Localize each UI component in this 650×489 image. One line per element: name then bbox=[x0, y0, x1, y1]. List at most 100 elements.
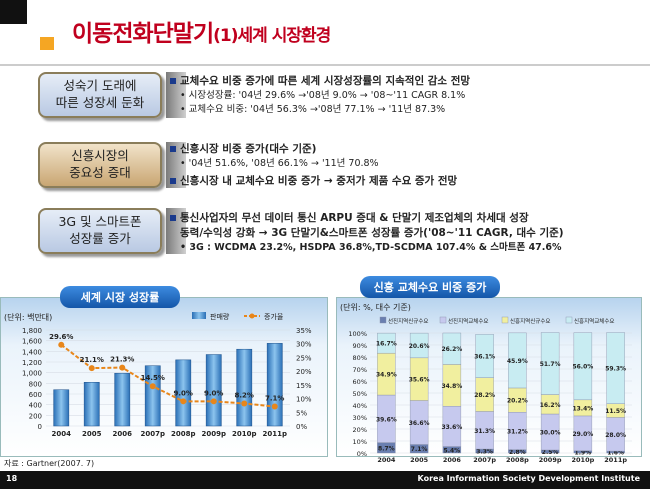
data-label: 1.9% bbox=[575, 449, 592, 456]
row-label-maturity: 성숙기 도래에 따른 성장세 둔화 bbox=[38, 72, 162, 118]
stack-segment bbox=[409, 332, 429, 359]
row-label-3g: 3G 및 스마트폰 성장률 증가 bbox=[38, 208, 162, 254]
x-tick-label: 2004 bbox=[377, 456, 396, 464]
y-tick-label: 200 bbox=[29, 412, 42, 420]
left-chart-unit: (단위: 백만대) bbox=[4, 313, 53, 322]
y-tick-label: 50% bbox=[353, 390, 367, 398]
legend-swatch bbox=[192, 312, 206, 319]
legend-label: 신흥지역신규수요 bbox=[510, 317, 550, 325]
bar bbox=[236, 348, 253, 427]
data-label: 9.0% bbox=[174, 389, 193, 397]
data-label: 28.2% bbox=[474, 392, 495, 399]
data-label: 29.0% bbox=[572, 431, 593, 438]
data-label: 29.6% bbox=[49, 333, 73, 341]
bar bbox=[205, 354, 222, 427]
stack-segment bbox=[508, 332, 527, 389]
row-text-emerging: 신흥시장 비중 증가(대수 기준) • '04년 51.6%, '08년 66.… bbox=[170, 142, 457, 189]
y2-tick-label: 30% bbox=[296, 341, 312, 349]
bar bbox=[144, 365, 161, 427]
data-label: 8.7% bbox=[378, 445, 395, 452]
y2-tick-label: 5% bbox=[296, 409, 307, 417]
source-note: 자료 : Gartner(2007. 7) bbox=[4, 459, 95, 468]
data-label: 2.8% bbox=[509, 449, 526, 456]
x-tick-label: 2011p bbox=[263, 430, 288, 438]
row-text-3g: 통신사업자의 무선 데이터 통신 ARPU 증대 & 단말기 제조업체의 차세대… bbox=[170, 211, 564, 255]
legend-swatch bbox=[565, 316, 573, 324]
data-label: 5.4% bbox=[444, 447, 461, 454]
y-tick-label: 400 bbox=[29, 402, 42, 410]
data-label: 2.5% bbox=[542, 449, 559, 456]
growth-line bbox=[60, 344, 275, 408]
left-chart-tab: 세계 시장 성장률 bbox=[60, 286, 180, 308]
bar bbox=[83, 382, 100, 427]
data-label: 30.0% bbox=[540, 430, 561, 437]
x-tick-label: 2008p bbox=[506, 456, 529, 464]
data-label: 34.9% bbox=[376, 372, 397, 379]
x-tick-label: 2005 bbox=[410, 456, 429, 464]
legend-label: 선진지역신규수요 bbox=[388, 317, 428, 325]
data-label: 39.6% bbox=[376, 416, 397, 423]
data-label: 45.9% bbox=[507, 358, 528, 365]
growth-point bbox=[119, 364, 126, 371]
y-tick-label: 1,000 bbox=[22, 370, 42, 378]
legend-swatch bbox=[439, 316, 447, 324]
data-label: 36.1% bbox=[474, 353, 495, 360]
x-tick-label: 2007p bbox=[473, 456, 496, 464]
footer: 18 Korea Information Society Development… bbox=[0, 471, 650, 489]
growth-point bbox=[149, 383, 156, 390]
data-label: 20.6% bbox=[409, 343, 430, 350]
growth-point bbox=[88, 365, 95, 372]
growth-point bbox=[58, 341, 65, 348]
legend-label: 증가율 bbox=[264, 312, 284, 321]
data-label: 16.2% bbox=[540, 402, 561, 409]
y-tick-label: 90% bbox=[353, 342, 367, 350]
data-label: 13.4% bbox=[572, 405, 593, 412]
y-tick-label: 1,400 bbox=[22, 348, 42, 356]
data-label: 9.0% bbox=[204, 389, 223, 397]
x-tick-label: 2011p bbox=[604, 456, 627, 464]
x-tick-label: 2008p bbox=[171, 430, 196, 438]
y2-tick-label: 20% bbox=[296, 368, 312, 376]
right-chart-unit: (단위: %, 대수 기준) bbox=[340, 303, 411, 312]
y-tick-label: 30% bbox=[353, 414, 367, 422]
page-title: 이동전화단말기(1)세계 시장환경 bbox=[72, 21, 331, 47]
bar bbox=[114, 372, 131, 427]
y-tick-label: 1,600 bbox=[22, 338, 42, 346]
growth-point bbox=[271, 403, 278, 410]
y-tick-label: 800 bbox=[29, 380, 42, 388]
bar bbox=[53, 389, 70, 427]
stack-segment bbox=[442, 332, 462, 365]
right-chart-tab: 신흥 교체수요 비중 증가 bbox=[360, 276, 500, 298]
bar bbox=[266, 343, 283, 427]
y-tick-label: 40% bbox=[353, 402, 367, 410]
y-tick-label: 600 bbox=[29, 391, 42, 399]
x-tick-label: 2007p bbox=[141, 430, 166, 438]
data-label: 51.7% bbox=[540, 361, 561, 368]
data-label: 3.3% bbox=[476, 449, 493, 456]
y-tick-label: 60% bbox=[353, 378, 367, 386]
y-tick-label: 1,800 bbox=[22, 327, 42, 335]
data-label: 59.3% bbox=[605, 366, 626, 373]
data-label: 28.0% bbox=[605, 432, 626, 439]
legend-label: 선진지역교체수요 bbox=[448, 317, 488, 325]
deco-square bbox=[0, 0, 27, 24]
data-label: 20.2% bbox=[507, 398, 528, 405]
legend-swatch bbox=[501, 316, 509, 324]
y2-tick-label: 15% bbox=[296, 382, 312, 390]
deco-square bbox=[0, 64, 650, 66]
data-label: 7.1% bbox=[265, 395, 284, 403]
legend-label: 신흥지역교체수요 bbox=[574, 317, 614, 325]
y-tick-label: 100% bbox=[348, 330, 367, 338]
y-tick-label: 20% bbox=[353, 426, 367, 434]
data-label: 14.5% bbox=[141, 374, 165, 382]
growth-point bbox=[241, 400, 248, 407]
x-tick-label: 2009p bbox=[202, 430, 227, 438]
stack-segment bbox=[606, 332, 625, 404]
data-label: 36.6% bbox=[409, 420, 430, 427]
stack-segment bbox=[377, 332, 396, 354]
page-number: 18 bbox=[6, 474, 18, 483]
data-label: 8.2% bbox=[235, 392, 254, 400]
x-tick-label: 2009p bbox=[539, 456, 562, 464]
x-tick-label: 2004 bbox=[52, 430, 72, 438]
data-label: 33.6% bbox=[441, 424, 462, 431]
